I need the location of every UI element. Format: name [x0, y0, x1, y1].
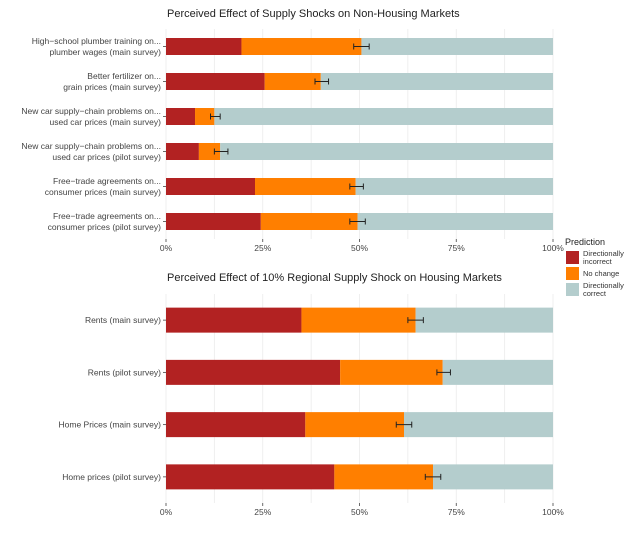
bar-segment-incorrect [166, 307, 302, 333]
bar-segment-correct [404, 412, 553, 438]
bar-segment-no-change [340, 359, 443, 385]
bar-segment-correct [355, 178, 553, 195]
error-bar [210, 113, 221, 120]
bar-segment-correct [214, 108, 553, 125]
error-bar [395, 421, 413, 428]
x-tick-label: 75% [448, 243, 465, 253]
bar-segment-correct [415, 307, 553, 333]
legend-swatch [566, 283, 579, 296]
category-label: New car supply−chain problems on... [21, 106, 161, 116]
category-label: Free−trade agreements on... [53, 176, 161, 186]
legend-title: Prediction [565, 237, 605, 247]
category-label: consumer prices (pilot survey) [48, 222, 162, 232]
bar-segment-incorrect [166, 464, 335, 490]
bar-segment-no-change [305, 412, 405, 438]
category-label: Home prices (pilot survey) [62, 472, 161, 482]
error-bar [213, 148, 229, 155]
category-label: used car prices (main survey) [50, 117, 162, 127]
bar-segment-no-change [264, 73, 321, 90]
category-label: Better fertilizer on... [87, 71, 161, 81]
bar-segment-incorrect [166, 412, 306, 438]
bar-segment-incorrect [166, 213, 261, 230]
bar-segment-correct [442, 359, 553, 385]
bar-segment-no-change [198, 143, 221, 160]
category-label: Rents (main survey) [85, 315, 161, 325]
x-tick-label: 50% [351, 507, 368, 517]
error-bar [353, 43, 370, 50]
legend-label: Directionally [583, 249, 624, 258]
category-label: Rents (pilot survey) [88, 367, 161, 377]
chart1-panel: High−school plumber training on...plumbe… [21, 29, 564, 253]
error-bar [349, 183, 364, 190]
bar-segment-incorrect [166, 178, 256, 195]
chart2-panel: Rents (main survey) Rents (pilot survey) H… [59, 294, 564, 517]
bar-segment-incorrect [166, 38, 242, 55]
legend-label: Directionally [583, 281, 624, 290]
bar-segment-no-change [334, 464, 434, 490]
bar-segment-incorrect [166, 359, 341, 385]
legend-label: correct [583, 289, 607, 298]
error-bar [436, 369, 451, 376]
x-tick-label: 25% [254, 243, 271, 253]
x-tick-label: 25% [254, 507, 271, 517]
error-bar [407, 317, 424, 324]
category-label: grain prices (main survey) [63, 82, 161, 92]
bar-segment-no-change [260, 213, 358, 230]
bar-segment-incorrect [166, 108, 196, 125]
x-tick-label: 0% [160, 507, 173, 517]
bar-segment-no-change [255, 178, 356, 195]
error-bar [349, 218, 366, 225]
legend-label: No change [583, 269, 619, 278]
category-label: plumber wages (main survey) [50, 47, 162, 57]
legend-label: incorrect [583, 257, 613, 266]
category-label: used car prices (pilot survey) [52, 152, 161, 162]
bar-segment-no-change [301, 307, 416, 333]
category-label: New car supply−chain problems on... [21, 141, 161, 151]
legend-swatch [566, 267, 579, 280]
error-bar [424, 473, 442, 480]
x-tick-label: 75% [448, 507, 465, 517]
bar-segment-correct [361, 38, 553, 55]
x-tick-label: 100% [542, 507, 564, 517]
chart2-title: Perceived Effect of 10% Regional Supply … [167, 272, 502, 284]
bar-segment-correct [220, 143, 553, 160]
bar-segment-incorrect [166, 73, 265, 90]
category-label: Home Prices (main survey) [59, 420, 162, 430]
bar-segment-correct [320, 73, 553, 90]
legend-item-no-change: No change [566, 267, 619, 280]
x-tick-label: 0% [160, 243, 173, 253]
bar-segment-no-change [241, 38, 362, 55]
error-bar [314, 78, 330, 85]
x-tick-label: 50% [351, 243, 368, 253]
legend-swatch [566, 251, 579, 264]
bar-segment-incorrect [166, 143, 199, 160]
bar-segment-correct [357, 213, 553, 230]
category-label: consumer prices (main survey) [45, 187, 161, 197]
x-tick-label: 100% [542, 243, 564, 253]
category-label: High−school plumber training on... [32, 36, 161, 46]
chart1-title: Perceived Effect of Supply Shocks on Non… [167, 8, 460, 20]
bar-segment-correct [433, 464, 553, 490]
bar-segment-no-change [195, 108, 215, 125]
category-label: Free−trade agreements on... [53, 211, 161, 221]
